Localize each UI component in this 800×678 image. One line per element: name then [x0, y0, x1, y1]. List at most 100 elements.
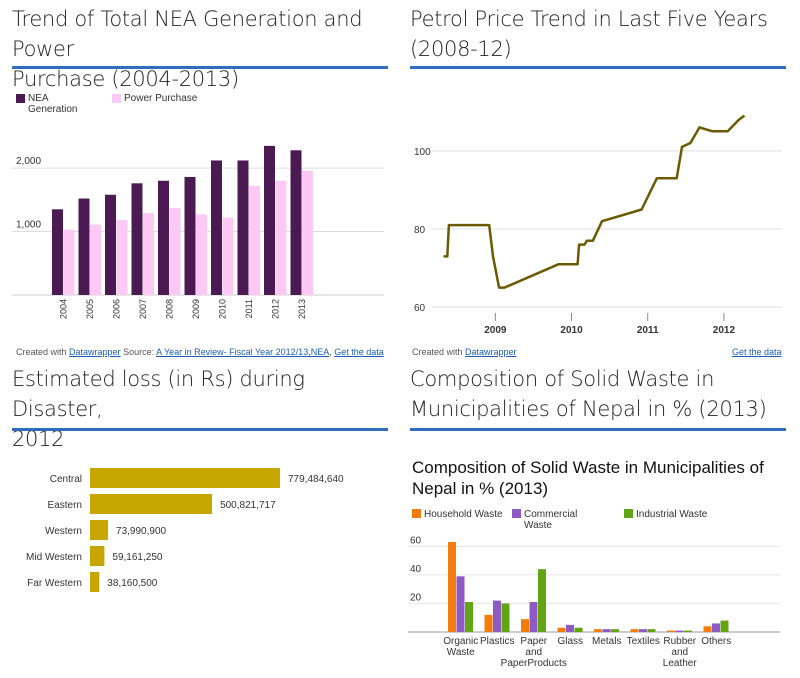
petrol-title-rule — [410, 66, 786, 69]
waste-inner-title-line2: Nepal in % (2013) — [412, 479, 549, 498]
bar — [90, 572, 100, 592]
loss-chart: Central 779,484,640 Eastern 500,821,717 West… — [26, 468, 344, 592]
bar — [158, 180, 169, 295]
petrol-panel-title: Petrol Price Trend in Last Five Years (2… — [410, 4, 790, 64]
loss-title-line1: Estimated loss (in Rs) during Disaster, — [12, 367, 305, 421]
nea-panel-title: Trend of Total NEA Generation and Power … — [12, 4, 392, 94]
bar — [237, 160, 249, 295]
petrol-credit-prefix: Created with — [412, 347, 466, 357]
x-tick-label: 2008 — [165, 299, 175, 319]
bar — [611, 629, 619, 632]
legend-label: Household Waste — [424, 509, 503, 520]
bar — [667, 630, 675, 632]
x-tick-label: 2005 — [85, 299, 95, 319]
y-tick-label: 1,000 — [16, 220, 41, 231]
category-label: Mid Western — [26, 552, 82, 563]
x-tick-label: 2009 — [484, 325, 507, 336]
value-label: 59,161,250 — [112, 552, 162, 563]
legend-label: Industrial Waste — [636, 509, 708, 520]
x-tick-label: 2010 — [218, 299, 228, 319]
waste-title-line1: Composition of Solid Waste in — [410, 367, 715, 391]
petrol-price-line — [443, 114, 746, 289]
petrol-get-data: Get the data — [732, 347, 782, 357]
bar — [196, 214, 207, 295]
x-tick-label: 2011 — [637, 325, 659, 336]
bar — [712, 623, 720, 632]
waste-title-line2: Municipalities of Nepal in % (2013) — [410, 397, 767, 421]
petrol-credit: Created with Datawrapper — [412, 347, 517, 357]
legend-label: Commercial — [524, 509, 577, 520]
bar — [703, 626, 712, 632]
bar — [105, 194, 116, 295]
bar — [78, 198, 90, 295]
value-label: 500,821,717 — [220, 500, 276, 511]
x-tick-label: PaperProducts — [501, 658, 567, 669]
nea-legend-label1b: Generation — [28, 104, 78, 115]
legend-swatch — [624, 509, 633, 518]
bar — [52, 209, 63, 295]
y-tick-label: 60 — [410, 535, 422, 546]
bar — [594, 629, 602, 632]
y-tick-label: 20 — [410, 592, 422, 603]
x-tick-label: 2013 — [297, 299, 307, 319]
nea-title-rule — [12, 66, 388, 69]
bar — [264, 145, 275, 295]
bar — [456, 576, 465, 632]
x-tick-label: Textiles — [627, 636, 660, 647]
value-label: 73,990,900 — [116, 526, 166, 537]
x-tick-label: 2004 — [59, 299, 69, 319]
bar — [222, 217, 234, 295]
bar — [630, 629, 639, 632]
value-label: 779,484,640 — [288, 474, 344, 485]
bar — [143, 213, 154, 295]
x-tick-label: 2012 — [713, 325, 736, 336]
legend-swatch — [512, 509, 521, 518]
loss-title-rule — [12, 428, 388, 431]
nea-chart: 1,000 2,000 2004 2005 2006 2007 2008 2009 2010 20… — [12, 145, 384, 319]
x-tick-label: 2011 — [244, 299, 254, 318]
bar — [465, 602, 473, 632]
bar — [529, 602, 538, 632]
petrol-datawrapper-link[interactable]: Datawrapper — [465, 347, 517, 357]
petrol-chart: 60 80 100 2009 2010 2011 2012 — [414, 114, 782, 336]
bar — [290, 150, 302, 295]
bar — [574, 627, 583, 632]
nea-source-link[interactable]: A Year in Review- Fiscal Year 2012/13,NE… — [156, 347, 330, 357]
nea-legend-purchase: Power Purchase — [112, 93, 197, 104]
bar — [275, 180, 287, 295]
y-tick-label: 2,000 — [16, 156, 41, 167]
bar — [63, 229, 75, 295]
x-tick-label: Waste — [447, 647, 475, 658]
nea-title-line2: Purchase (2004-2013) — [12, 67, 239, 91]
category-label: Western — [45, 526, 82, 537]
petrol-title-line2: (2008-12) — [410, 37, 512, 61]
x-tick-label: Metals — [592, 636, 621, 647]
x-tick-label: 2010 — [560, 325, 583, 336]
bar — [169, 208, 181, 295]
bar — [493, 600, 501, 632]
petrol-get-data-link[interactable]: Get the data — [732, 347, 782, 357]
petrol-title-line1: Petrol Price Trend in Last Five Years — [410, 7, 768, 31]
bar — [90, 520, 109, 540]
bar — [684, 630, 692, 632]
waste-chart-title: Composition of Solid Waste in Municipali… — [412, 457, 792, 499]
bar — [90, 494, 213, 514]
bar — [249, 185, 260, 295]
bar — [557, 627, 566, 632]
y-tick-label: 100 — [414, 147, 431, 158]
bar — [521, 619, 529, 632]
y-tick-label: 80 — [414, 225, 426, 236]
x-tick-label: 2007 — [138, 299, 148, 319]
nea-get-data-link[interactable]: Get the data — [334, 347, 384, 357]
bar — [90, 468, 280, 488]
loss-title-line2: 2012 — [12, 427, 65, 451]
x-tick-label: 2009 — [191, 299, 201, 319]
x-tick-label: Paper — [520, 636, 547, 647]
nea-credit-prefix: Created with — [16, 347, 70, 357]
bar — [302, 170, 313, 295]
category-label: Central — [50, 474, 82, 485]
nea-datawrapper-link[interactable]: Datawrapper — [69, 347, 121, 357]
bar — [131, 183, 143, 295]
y-tick-label: 60 — [414, 303, 426, 314]
loss-panel-title: Estimated loss (in Rs) during Disaster, … — [12, 364, 392, 454]
